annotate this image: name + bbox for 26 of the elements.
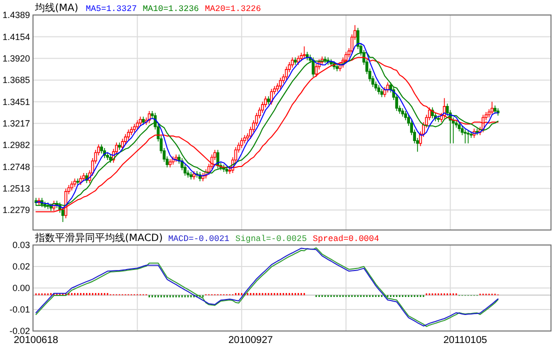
y-tick-label: 1.2748 [2, 162, 30, 172]
y-tick-label: -0.02 [9, 326, 30, 336]
y-tick-label: 1.3451 [2, 96, 30, 107]
text: MACD=-0.0021 [168, 234, 230, 244]
y-tick-label: 1.3217 [2, 118, 30, 128]
y-tick-label: 1.4389 [2, 10, 30, 20]
x-tick-label: 20110105 [443, 335, 488, 346]
y-tick-label: 1.3685 [2, 75, 30, 86]
y-tick-label: 1.2982 [2, 140, 30, 150]
series-label: Signal=-0.0025 [235, 234, 307, 244]
y-tick-label: -0.01 [9, 304, 30, 315]
y-tick-label: 0.02 [12, 262, 30, 272]
y-tick-label: 0.03 [12, 240, 30, 250]
legend-title: 指数平滑异同平均线(MACD) [34, 232, 163, 244]
text: Spread=0.0004 [312, 234, 380, 244]
x-tick-label: 20100618 [14, 335, 59, 346]
x-tick-label: 20100927 [228, 335, 274, 346]
legend-title: 均线(MA) [34, 2, 78, 14]
y-tick-label: 1.2279 [2, 205, 30, 216]
y-tick-label: 1.3920 [2, 54, 30, 64]
y-tick-label: 1.2513 [2, 184, 30, 194]
text: MA20=1.3226 [204, 4, 262, 14]
text: MA5=1.3327 [86, 4, 137, 14]
y-tick-label: 1.4154 [2, 32, 30, 42]
y-tick-label: 0.00 [12, 283, 30, 294]
text: MA10=1.3236 [142, 4, 199, 14]
